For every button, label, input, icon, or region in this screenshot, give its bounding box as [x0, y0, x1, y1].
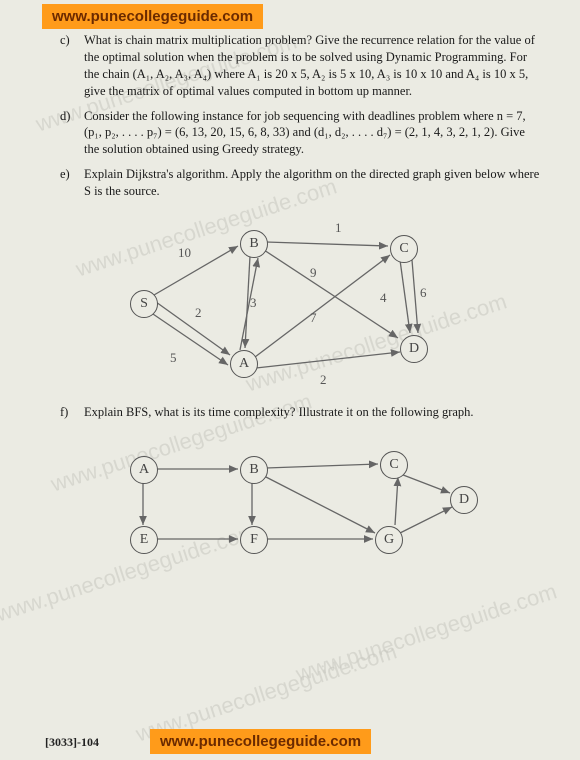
- edge-weight: 9: [310, 265, 317, 281]
- graph-node: A: [130, 456, 158, 484]
- question-e: e) Explain Dijkstra's algorithm. Apply t…: [60, 166, 540, 200]
- edge-weight: 2: [320, 372, 327, 388]
- graph-node: S: [130, 290, 158, 318]
- question-c: c) What is chain matrix multiplication p…: [60, 32, 540, 100]
- edge-weight: 6: [420, 285, 427, 301]
- top-banner: www.punecollegeguide.com: [42, 4, 263, 29]
- graph-node: G: [375, 526, 403, 554]
- edge-weight: 3: [250, 295, 257, 311]
- bottom-banner: www.punecollegeguide.com: [150, 729, 371, 754]
- graph-edges: [100, 441, 480, 571]
- question-label: e): [60, 166, 84, 200]
- question-text: Consider the following instance for job …: [84, 108, 540, 159]
- question-label: d): [60, 108, 84, 159]
- content-area: c) What is chain matrix multiplication p…: [60, 10, 540, 571]
- edge-weight: 2: [195, 305, 202, 321]
- question-label: f): [60, 404, 84, 421]
- question-d: d) Consider the following instance for j…: [60, 108, 540, 159]
- exam-page: www.punecollegeguide.com www.punecollege…: [0, 0, 580, 760]
- question-text: Explain Dijkstra's algorithm. Apply the …: [84, 166, 540, 200]
- bfs-graph: A B C D E F G: [100, 441, 480, 571]
- question-f: f) Explain BFS, what is its time complex…: [60, 404, 540, 421]
- question-text: Explain BFS, what is its time complexity…: [84, 404, 540, 421]
- question-text: What is chain matrix multiplication prob…: [84, 32, 540, 100]
- graph-node: C: [390, 235, 418, 263]
- dijkstra-graph: S B A C D 10 2 5 3 1 9 7 4 6 2: [110, 210, 450, 390]
- graph-node: C: [380, 451, 408, 479]
- question-label: c): [60, 32, 84, 100]
- graph-node: D: [450, 486, 478, 514]
- edge-weight: 1: [335, 220, 342, 236]
- graph-node: F: [240, 526, 268, 554]
- graph-node: A: [230, 350, 258, 378]
- page-footer-code: [3033]-104: [45, 735, 99, 750]
- graph-node: B: [240, 230, 268, 258]
- graph-node: B: [240, 456, 268, 484]
- edge-weight: 10: [178, 245, 191, 261]
- edge-weight: 5: [170, 350, 177, 366]
- watermark: www.punecollegeguide.com: [293, 578, 560, 687]
- graph-node: D: [400, 335, 428, 363]
- edge-weight: 4: [380, 290, 387, 306]
- edge-weight: 7: [310, 310, 317, 326]
- graph-node: E: [130, 526, 158, 554]
